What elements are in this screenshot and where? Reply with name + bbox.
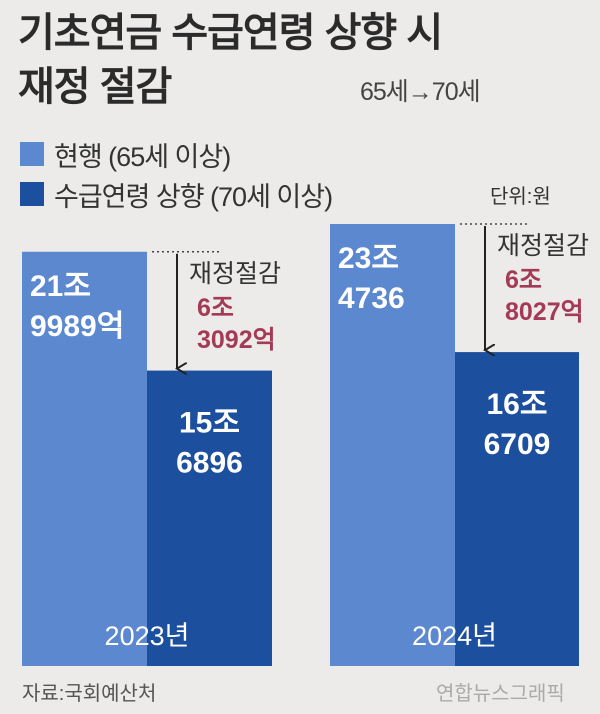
legend-swatch-current [20, 142, 44, 166]
legend-swatch-raised-age [20, 182, 44, 206]
bar-raised-age-1 [455, 352, 579, 666]
legend-item-current: 현행 (65세 이상) [20, 134, 332, 174]
bar-raised-age-label-0-line2: 6896 [176, 447, 243, 480]
legend: 현행 (65세 이상) 수급연령 상향 (70세 이상) [20, 134, 333, 214]
bar-raised-age-label-0-line1: 15조 [179, 407, 240, 440]
source-label: 자료:국회예산처 [22, 683, 157, 705]
category-label-1: 2024년 [412, 621, 497, 651]
bar-current-label-0-line2: 9989억 [30, 310, 124, 343]
subtitle: 65세→70세 [360, 78, 481, 106]
savings-annotation-label-0: 재정절감 [189, 260, 281, 288]
bar-raised-age-label-1-line1: 16조 [487, 388, 548, 421]
savings-annotation-value-1-line1: 6조 [505, 266, 542, 294]
credit-label: 연합뉴스그래픽 [436, 683, 565, 705]
savings-annotation-value-1-line2: 8027억 [505, 298, 584, 326]
bar-raised-age-0 [147, 370, 272, 666]
bar-current-1 [330, 224, 455, 666]
title-line-1: 기초연금 수급연령 상향 시 [18, 11, 443, 55]
bar-current-0 [22, 251, 147, 666]
category-label-0: 2023년 [105, 621, 190, 651]
legend-item-raised-age: 수급연령 상향 (70세 이상) [20, 174, 333, 214]
legend-label-raised-age: 수급연령 상향 (70세 이상) [54, 181, 333, 212]
bar-current-label-1-line2: 4736 [338, 282, 405, 315]
title-line-2: 재정 절감 [18, 65, 172, 109]
savings-annotation-label-1: 재정절감 [497, 232, 589, 260]
bar-current-label-1-line1: 23조 [338, 242, 399, 275]
savings-annotation-value-0-line1: 6조 [197, 294, 234, 322]
bar-current-label-0-line1: 21조 [30, 270, 91, 303]
unit-label: 단위:원 [490, 186, 551, 208]
bar-raised-age-label-1-line2: 6709 [484, 428, 551, 461]
page-title: 기초연금 수급연령 상향 시 재정 절감 [18, 6, 443, 114]
legend-label-current: 현행 (65세 이상) [54, 141, 231, 172]
savings-annotation-value-0-line2: 3092억 [197, 326, 276, 354]
